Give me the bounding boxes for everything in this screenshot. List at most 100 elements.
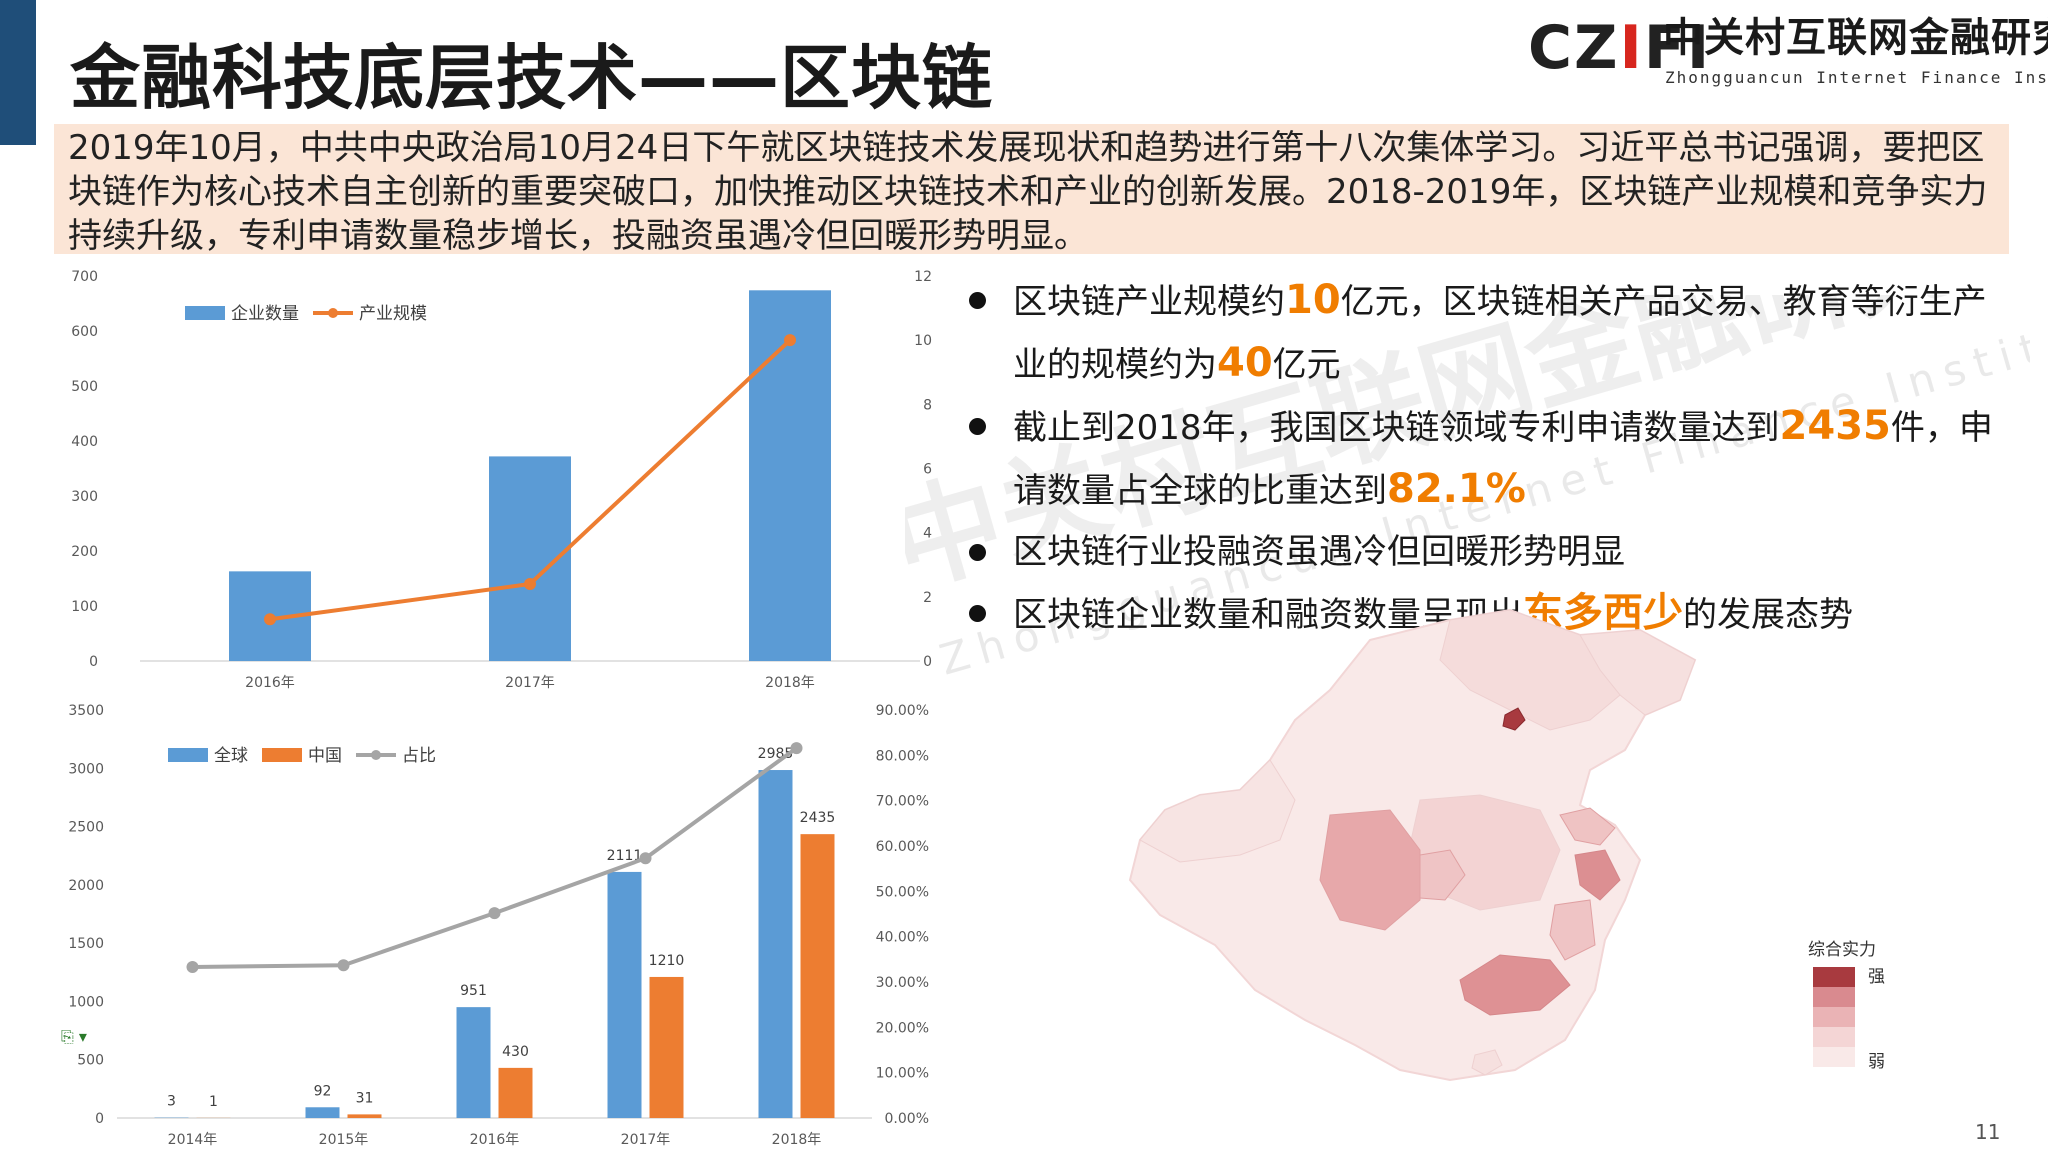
logo-name-en: Zhongguancun Internet Finance Institute (1665, 68, 2048, 87)
patent-application-chart: 0 500 1000 1500 2000 2500 3000 3500 0.00% 10.00% 2… (40, 695, 940, 1155)
y-tick-left: 300 (71, 489, 98, 505)
legend-swatch-全球 (168, 748, 208, 762)
point-占比 (338, 959, 350, 971)
y-tick-left: 3000 (68, 761, 104, 777)
x-tick-label: 2018年 (765, 675, 815, 691)
y-tick-right: 10 (914, 333, 932, 349)
y-tick-right: 90.00% (876, 703, 929, 719)
point-产业规模 (264, 613, 276, 625)
x-tick-label: 2016年 (245, 675, 295, 691)
y-tick-left: 0 (95, 1111, 104, 1127)
x-tick-label: 2018年 (772, 1132, 822, 1148)
point-占比 (489, 907, 501, 919)
y-tick-left: 1500 (68, 936, 104, 952)
y-tick-right: 0 (923, 654, 932, 670)
legend-swatch-5 (1813, 1047, 1855, 1067)
x-tick-label: 2017年 (505, 675, 555, 691)
accent-bar (0, 0, 36, 145)
y-tick-right: 80.00% (876, 748, 929, 764)
paste-options-icon[interactable]: ⎘ ▾ (61, 1027, 87, 1047)
legend-label-全球: 全球 (214, 746, 248, 766)
page-number: 11 (1975, 1120, 2000, 1144)
bar-data-label: 1210 (649, 953, 685, 969)
y-tick-right: 10.00% (876, 1066, 929, 1082)
y-tick-left: 400 (71, 434, 98, 450)
bullet-industry-scale: 区块链产业规模约10亿元，区块链相关产品交易、教育等衍生产业的规模约为40亿元 (960, 270, 2020, 396)
logo: CZIFI 中关村互联网金融研究院 Zhongguancun Internet … (1528, 18, 2038, 93)
bar-全球-2018年 (759, 770, 793, 1118)
legend-label-占比: 占比 (402, 746, 436, 766)
y-tick-right: 12 (914, 269, 932, 285)
china-map (1120, 600, 1820, 1160)
line-占比 (193, 748, 797, 967)
legend-label-中国: 中国 (308, 746, 342, 766)
legend-marker-占比 (371, 750, 381, 760)
bullet-icon (969, 418, 986, 435)
bar-data-label: 2435 (800, 810, 836, 826)
bar-data-label: 92 (314, 1083, 332, 1099)
y-tick-right: 60.00% (876, 839, 929, 855)
y-tick-left: 700 (71, 269, 98, 285)
y-tick-right: 8 (923, 397, 932, 413)
y-tick-left: 100 (71, 599, 98, 615)
y-tick-left: 2000 (68, 878, 104, 894)
bar-中国-2017年 (650, 977, 684, 1118)
summary-box: 2019年10月，中共中央政治局10月24日下午就区块链技术发展现状和趋势进行第… (54, 124, 2009, 254)
y-tick-left: 2500 (68, 820, 104, 836)
bar-中国-2016年 (499, 1068, 533, 1118)
y-tick-right: 50.00% (876, 884, 929, 900)
point-占比 (640, 852, 652, 864)
x-tick-label: 2017年 (621, 1132, 671, 1148)
y-tick-right: 20.00% (876, 1020, 929, 1036)
legend-label-企业数量: 企业数量 (231, 304, 299, 324)
legend-swatch-3 (1813, 1007, 1855, 1027)
legend-weak-label: 弱 (1868, 1047, 1885, 1072)
x-tick-label: 2016年 (470, 1132, 520, 1148)
bullet-investment: 区块链行业投融资虽遇冷但回暖形势明显 (960, 522, 2020, 583)
y-tick-right: 40.00% (876, 930, 929, 946)
y-tick-left: 500 (77, 1053, 104, 1069)
y-tick-right: 0.00% (885, 1111, 929, 1127)
bullet-icon (969, 605, 986, 622)
y-tick-right: 30.00% (876, 975, 929, 991)
bar-data-label: 430 (502, 1044, 529, 1060)
bar-全球-2016年 (457, 1007, 491, 1118)
point-占比 (791, 742, 803, 754)
enterprise-count-chart: 0 100 200 300 400 500 600 700 0 2 4 6 8 10 12 2016年 2017… (40, 258, 940, 698)
legend-title: 综合实力 (1808, 935, 1876, 960)
y-tick-left: 3500 (68, 703, 104, 719)
page-title: 金融科技底层技术——区块链 (70, 22, 993, 123)
bar-全球-2017年 (608, 872, 642, 1118)
y-tick-left: 200 (71, 544, 98, 560)
bar-中国-2018年 (801, 834, 835, 1118)
y-tick-left: 0 (89, 654, 98, 670)
y-tick-left: 500 (71, 379, 98, 395)
point-占比 (187, 961, 199, 973)
logo-name-cn: 中关村互联网金融研究院 (1663, 18, 2048, 58)
key-points: 区块链产业规模约10亿元，区块链相关产品交易、教育等衍生产业的规模约为40亿元 … (960, 270, 2020, 646)
bullet-patents: 截止到2018年，我国区块链领域专利申请数量达到2435件，申请数量占全球的比重… (960, 396, 2020, 522)
point-产业规模 (524, 578, 536, 590)
point-产业规模 (784, 334, 796, 346)
y-tick-left: 1000 (68, 994, 104, 1010)
bullet-icon (969, 292, 986, 309)
bar-data-label: 31 (356, 1090, 374, 1106)
y-tick-left: 600 (71, 324, 98, 340)
map-legend: 综合实力 强 弱 (1808, 935, 1928, 1085)
legend-swatch-中国 (262, 748, 302, 762)
bullet-icon (969, 544, 986, 561)
legend-swatch-企业数量 (185, 306, 225, 320)
legend-strong-label: 强 (1868, 962, 1885, 987)
legend-swatch-2 (1813, 987, 1855, 1007)
bar-中国-2015年 (348, 1114, 382, 1118)
x-tick-label: 2014年 (168, 1132, 218, 1148)
bar-data-label: 951 (460, 983, 487, 999)
bar-data-label: 3 (167, 1094, 176, 1110)
legend-marker-产业规模 (328, 308, 338, 318)
y-tick-right: 4 (923, 526, 932, 542)
legend-swatch-1 (1813, 967, 1855, 987)
y-tick-right: 6 (923, 462, 932, 478)
legend-swatch-4 (1813, 1027, 1855, 1047)
bar-data-label: 1 (209, 1094, 218, 1110)
y-tick-right: 2 (923, 590, 932, 606)
